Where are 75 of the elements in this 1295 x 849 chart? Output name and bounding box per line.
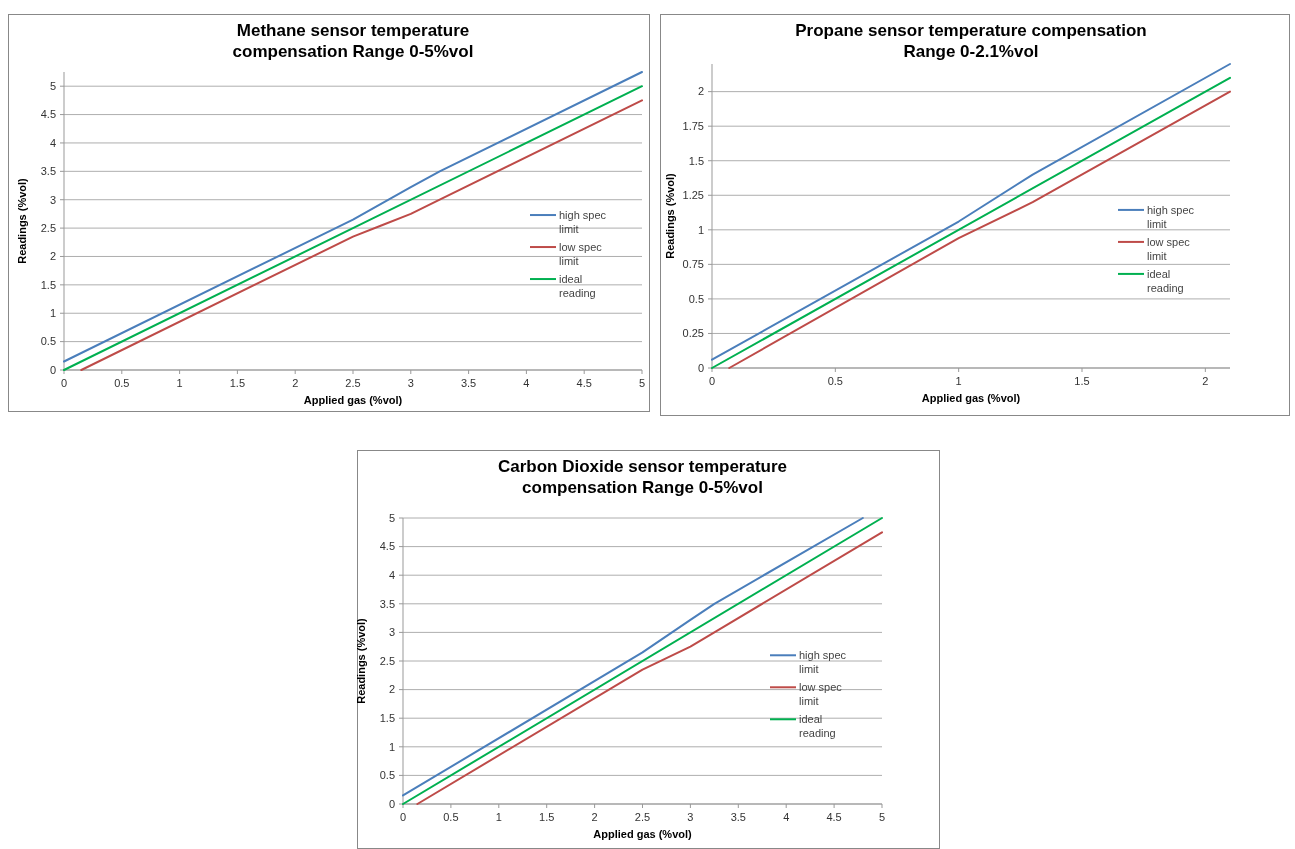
y-tick-label: 1 [388, 740, 395, 753]
y-tick-label: 2 [49, 250, 56, 263]
y-tick-label: 0.5 [379, 769, 395, 782]
chart-title: Methane sensor temperature compensation Range 0-5%vol [232, 21, 474, 61]
y-tick-label: 0.5 [688, 292, 704, 305]
y-tick-label: 0.75 [682, 258, 704, 271]
y-tick-label: 5 [388, 511, 395, 524]
x-tick-label: 1.5 [229, 377, 246, 389]
y-tick-label: 1.75 [682, 120, 704, 133]
x-axis-title: Applied gas (%vol) [303, 394, 403, 406]
y-tick-label: 0 [697, 361, 704, 374]
legend-label: high spec limit [559, 209, 607, 236]
x-tick-label: 0 [399, 811, 407, 823]
x-tick-label: 2.5 [345, 377, 361, 389]
y-tick-label: 1.25 [682, 189, 704, 202]
x-tick-label: 4 [523, 377, 530, 389]
y-tick-label: 1.5 [379, 712, 395, 725]
x-tick-label: 1.5 [539, 811, 555, 823]
y-tick-label: 2 [697, 85, 704, 98]
x-tick-label: 5 [638, 377, 646, 389]
x-tick-label: 2.5 [634, 811, 651, 823]
x-tick-label: 3 [407, 377, 414, 389]
y-tick-label: 3 [388, 626, 395, 639]
y-axis-title: Readings (%vol) [664, 172, 676, 259]
x-axis-title: Applied gas (%vol) [593, 828, 693, 840]
x-tick-label: 4 [783, 811, 790, 823]
x-tick-label: 5 [878, 811, 886, 823]
x-tick-label: 0 [708, 375, 716, 387]
legend-label: high spec limit [1147, 203, 1195, 230]
x-axis-title: Applied gas (%vol) [921, 392, 1021, 404]
chart-title: Propane sensor temperature compensation Range 0-2.1%vol [795, 21, 1147, 61]
y-tick-label: 2 [388, 683, 395, 696]
x-tick-label: 2 [1202, 375, 1209, 387]
x-tick-label: 4.5 [826, 811, 842, 823]
y-axis-title: Readings (%vol) [16, 177, 28, 264]
x-tick-label: 1.5 [1074, 375, 1090, 387]
legend-label: ideal reading [1147, 267, 1184, 294]
legend-label: low spec limit [799, 681, 843, 708]
y-tick-label: 1 [49, 307, 56, 320]
y-tick-label: 4 [388, 569, 395, 582]
x-tick-label: 0.5 [443, 811, 459, 823]
x-tick-label: 0.5 [827, 375, 843, 387]
x-tick-label: 4.5 [576, 377, 592, 389]
x-tick-label: 0.5 [114, 377, 130, 389]
y-tick-label: 2.5 [40, 221, 56, 234]
legend-label: ideal reading [559, 273, 596, 300]
legend-label: low spec limit [559, 241, 603, 268]
y-tick-label: 0.25 [682, 327, 704, 340]
y-tick-label: 1.5 [688, 154, 704, 167]
y-tick-label: 2.5 [379, 654, 395, 667]
y-tick-label: 0 [388, 797, 395, 810]
y-tick-label: 0 [49, 363, 56, 376]
chart-title: Carbon Dioxide sensor temperature compensation Range 0-5%vol [497, 457, 788, 497]
x-tick-label: 1 [495, 811, 502, 823]
x-tick-label: 2 [292, 377, 299, 389]
x-tick-label: 2 [591, 811, 598, 823]
x-tick-label: 3.5 [730, 811, 746, 823]
y-tick-label: 1 [697, 223, 704, 236]
y-tick-label: 0.5 [40, 335, 56, 348]
y-tick-label: 5 [49, 80, 56, 93]
x-tick-label: 1 [176, 377, 183, 389]
x-tick-label: 1 [955, 375, 962, 387]
y-tick-label: 1.5 [40, 278, 56, 291]
y-tick-label: 4.5 [40, 108, 56, 121]
y-tick-label: 4 [49, 136, 56, 149]
x-tick-label: 3.5 [460, 377, 477, 389]
y-tick-label: 4.5 [379, 540, 395, 553]
legend-label: low spec limit [1147, 235, 1191, 262]
legend-label: ideal reading [799, 713, 836, 740]
y-tick-label: 3.5 [40, 165, 56, 178]
y-tick-label: 3 [49, 193, 56, 206]
legend-label: high spec limit [799, 649, 847, 676]
y-tick-label: 3.5 [379, 597, 395, 610]
y-axis-title: Readings (%vol) [355, 617, 367, 704]
x-tick-label: 0 [60, 377, 68, 389]
